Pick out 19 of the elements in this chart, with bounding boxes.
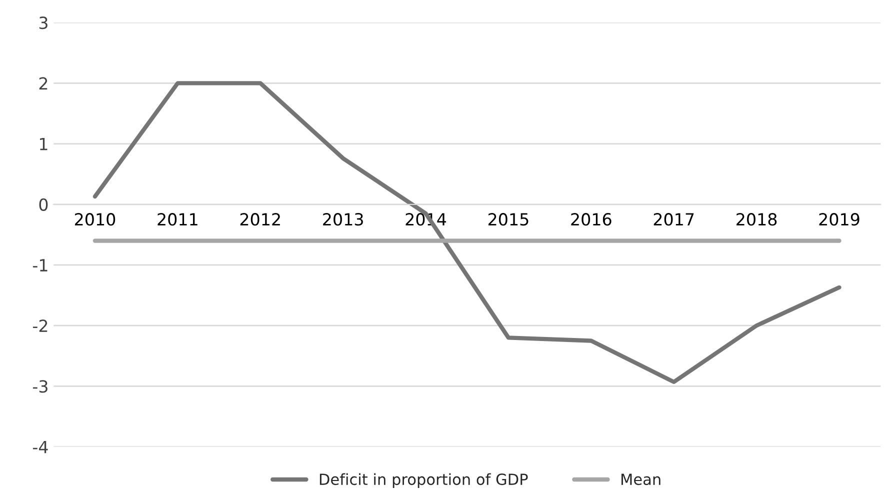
y-tick-label: -3	[32, 380, 48, 393]
x-tick-label: 2013	[323, 213, 363, 226]
y-tick-label: -1	[32, 259, 48, 272]
x-tick-label: 2015	[488, 213, 528, 226]
y-tick-label: 3	[39, 16, 48, 30]
y-tick-label: 2	[39, 77, 48, 90]
y-tick-label: -2	[32, 320, 48, 332]
x-tick-label: 2018	[736, 213, 777, 226]
y-tick-label: -4	[32, 440, 48, 454]
x-tick-label: 2016	[571, 213, 612, 226]
y-tick-label: 1	[40, 138, 48, 150]
y-tick-label: 0	[39, 198, 48, 211]
legend-label: Deficit in proportion of GDP	[320, 473, 528, 488]
x-tick-label: 2010	[75, 213, 116, 226]
x-tick-label: 2017	[654, 213, 694, 226]
x-tick-label: 2012	[240, 213, 280, 226]
legend-label: Mean	[621, 474, 660, 486]
x-tick-label: 2019	[819, 213, 860, 226]
x-tick-label: 2011	[158, 213, 198, 226]
